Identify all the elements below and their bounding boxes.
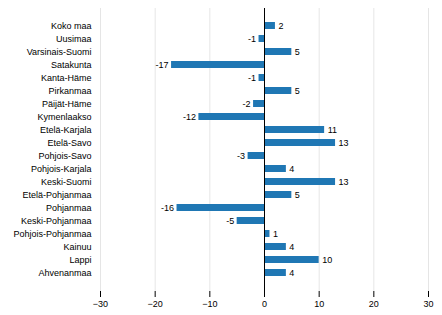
svg-text:Satakunta: Satakunta — [51, 60, 92, 70]
svg-text:Kanta-Häme: Kanta-Häme — [41, 73, 92, 83]
svg-text:Etelä-Pohjanmaa: Etelä-Pohjanmaa — [22, 190, 91, 200]
svg-text:Päijät-Häme: Päijät-Häme — [42, 99, 92, 109]
svg-text:−20: −20 — [148, 299, 163, 309]
svg-text:10: 10 — [314, 299, 324, 309]
svg-text:Kainuu: Kainuu — [63, 242, 91, 252]
svg-text:Pohjois-Pohjanmaa: Pohjois-Pohjanmaa — [13, 229, 91, 239]
svg-text:10: 10 — [322, 255, 332, 265]
svg-text:1: 1 — [273, 229, 278, 239]
svg-text:20: 20 — [369, 299, 379, 309]
svg-text:0: 0 — [262, 299, 267, 309]
svg-text:-2: -2 — [243, 99, 251, 109]
svg-text:30: 30 — [423, 299, 433, 309]
svg-text:-5: -5 — [226, 216, 234, 226]
svg-text:Pohjanmaa: Pohjanmaa — [46, 203, 92, 213]
svg-text:Pohjois-Karjala: Pohjois-Karjala — [31, 164, 92, 174]
svg-text:-17: -17 — [156, 60, 169, 70]
svg-text:-1: -1 — [248, 73, 256, 83]
svg-text:−10: −10 — [202, 299, 217, 309]
svg-text:Kymenlaakso: Kymenlaakso — [37, 112, 91, 122]
svg-text:5: 5 — [295, 47, 300, 57]
svg-text:−30: −30 — [93, 299, 108, 309]
svg-text:4: 4 — [289, 242, 294, 252]
svg-text:Etelä-Savo: Etelä-Savo — [47, 138, 91, 148]
svg-text:Pohjois-Savo: Pohjois-Savo — [38, 151, 91, 161]
svg-text:5: 5 — [295, 190, 300, 200]
svg-text:13: 13 — [339, 177, 349, 187]
svg-text:-3: -3 — [237, 151, 245, 161]
svg-text:Lappi: Lappi — [69, 255, 91, 265]
svg-text:Ahvenanmaa: Ahvenanmaa — [38, 268, 91, 278]
svg-text:-12: -12 — [183, 112, 196, 122]
svg-text:13: 13 — [339, 138, 349, 148]
svg-text:-1: -1 — [248, 34, 256, 44]
svg-text:Etelä-Karjala: Etelä-Karjala — [40, 125, 92, 135]
svg-text:4: 4 — [289, 164, 294, 174]
svg-text:Uusimaa: Uusimaa — [56, 34, 92, 44]
svg-text:Keski-Pohjanmaa: Keski-Pohjanmaa — [21, 216, 92, 226]
svg-text:Varsinais-Suomi: Varsinais-Suomi — [27, 47, 92, 57]
svg-text:Koko maa: Koko maa — [51, 21, 92, 31]
svg-text:5: 5 — [295, 86, 300, 96]
svg-text:Pirkanmaa: Pirkanmaa — [48, 86, 91, 96]
svg-text:11: 11 — [328, 125, 337, 135]
svg-text:-16: -16 — [161, 203, 174, 213]
svg-text:2: 2 — [278, 21, 283, 31]
svg-text:4: 4 — [289, 268, 294, 278]
svg-text:Keski-Suomi: Keski-Suomi — [41, 177, 92, 187]
